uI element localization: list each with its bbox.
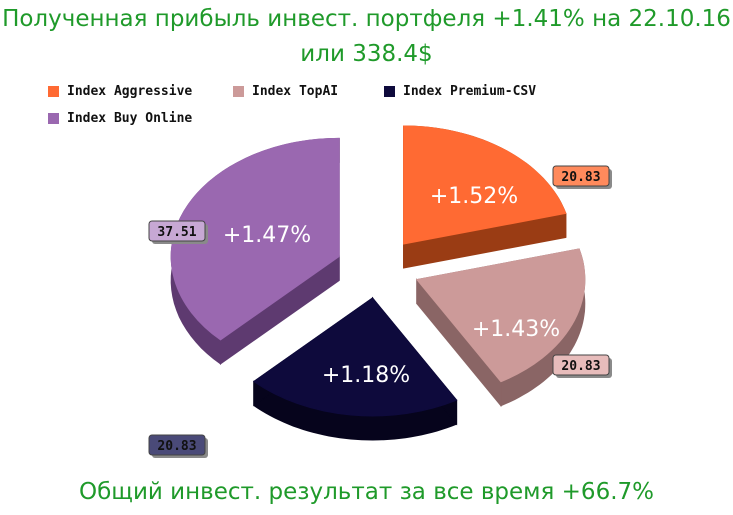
value-label-box [552,165,610,187]
pie-slice-index-topai [415,248,586,383]
slice-percent-label: +1.52% [430,184,518,209]
legend-swatch [48,113,59,124]
legend-item-buy-online: Index Buy Online [48,111,192,126]
legend-label: Index Buy Online [67,111,193,126]
value-label-box [148,220,206,242]
slice-value-label: 37.51 [157,225,196,240]
pie-slice-index-premium-csv [252,297,458,417]
slice-value-label: 20.83 [157,439,196,454]
slice-percent-label: +1.43% [472,317,560,342]
legend-item-premium-csv: Index Premium-CSV [384,84,536,99]
legend-label: Index TopAI [252,84,339,99]
legend-label: Index Premium-CSV [403,84,537,99]
chart-title-line2: или 338.4$ [300,41,433,67]
value-label-box [552,354,610,376]
legend-swatch [384,86,395,97]
slice-value-label: 20.83 [561,359,600,374]
legend-item-topai: Index TopAI [233,84,338,99]
chart-title-line1: Полученная прибыль инвест. портфеля +1.4… [2,6,731,32]
legend-item-aggressive: Index Aggressive [48,84,192,99]
slice-value-label: 20.83 [561,170,600,185]
slice-percent-label: +1.18% [322,363,410,388]
legend-label: Index Aggressive [67,84,193,99]
slice-percent-label: +1.47% [223,223,311,248]
total-result-text: Общий инвест. результат за все время +66… [79,479,654,505]
pie-slice-index-buy-online [170,137,340,341]
legend-swatch [48,86,59,97]
legend-swatch [233,86,244,97]
value-label-box [148,434,206,456]
pie-slice-index-aggressive [403,125,567,245]
